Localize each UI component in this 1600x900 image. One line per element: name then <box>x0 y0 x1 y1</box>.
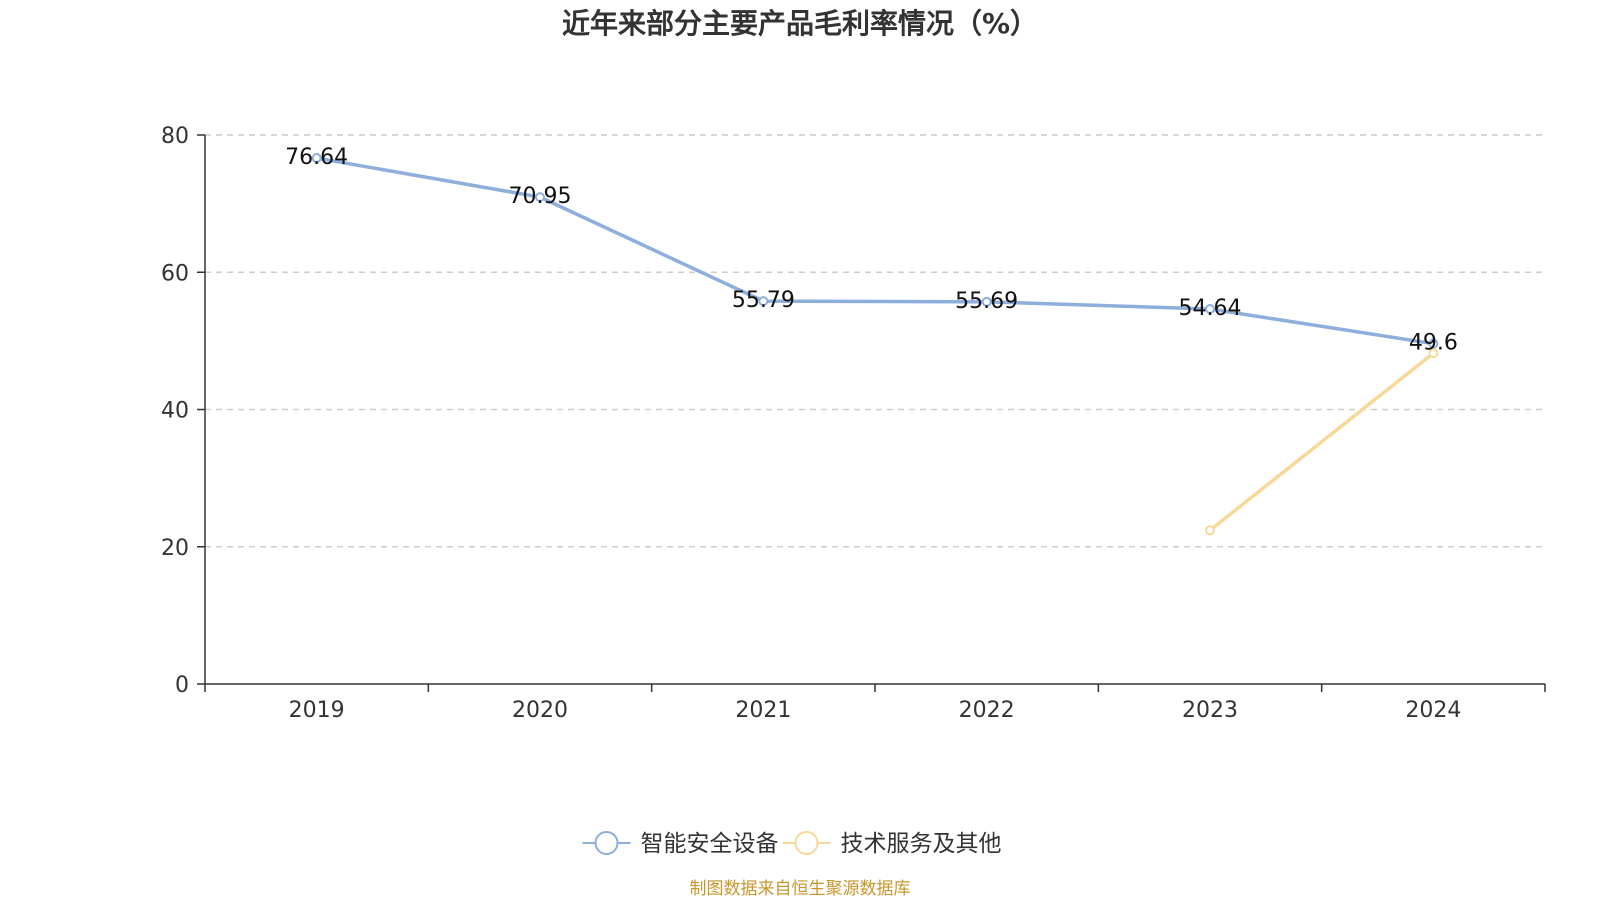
y-tick-label: 0 <box>175 673 189 698</box>
y-tick-label: 20 <box>161 536 189 561</box>
legend-label: 智能安全设备 <box>641 831 779 857</box>
data-label: 70.95 <box>509 184 572 209</box>
legend-marker <box>794 831 819 855</box>
data-label: 54.64 <box>1179 296 1242 321</box>
chart-title: 近年来部分主要产品毛利率情况（%） <box>562 7 1038 40</box>
data-point[interactable] <box>1428 338 1439 349</box>
data-point[interactable] <box>758 296 769 307</box>
series-line-1 <box>314 156 1436 346</box>
y-axis-ticks: 0 20 40 60 80 <box>161 124 205 698</box>
series-line-2 <box>1208 351 1436 533</box>
legend-item-1[interactable]: 智能安全设备 <box>582 831 779 857</box>
data-label: 55.69 <box>955 289 1018 314</box>
legend-label: 技术服务及其他 <box>841 831 1002 857</box>
y-tick-label: 80 <box>161 124 189 149</box>
legend-marker <box>594 831 619 855</box>
x-tick-label: 2024 <box>1405 698 1461 723</box>
data-point[interactable] <box>311 153 322 164</box>
x-tick-label: 2022 <box>959 698 1015 723</box>
legend-item-2[interactable]: 技术服务及其他 <box>782 831 1002 857</box>
data-point[interactable] <box>1428 348 1439 359</box>
data-point[interactable] <box>1205 525 1215 536</box>
x-tick-label: 2019 <box>289 698 345 723</box>
legend[interactable]: 智能安全设备 技术服务及其他 <box>582 831 1002 857</box>
x-axis-ticks: 2019 2020 2021 2022 2023 2024 <box>204 684 1546 723</box>
data-point[interactable] <box>535 192 545 203</box>
x-tick-label: 2021 <box>735 698 791 723</box>
y-tick-label: 60 <box>161 261 189 286</box>
source-note: 制图数据来自恒生聚源数据库 <box>690 879 911 899</box>
data-label: 49.6 <box>1409 331 1458 356</box>
y-tick-label: 40 <box>161 399 189 424</box>
x-tick-label: 2023 <box>1182 698 1238 723</box>
x-tick-label: 2020 <box>512 698 568 723</box>
data-label: 76.64 <box>285 145 348 170</box>
data-labels: 76.64 70.95 55.79 55.69 54.64 49.6 <box>285 145 1458 356</box>
series-group <box>311 153 1439 536</box>
data-label: 55.79 <box>732 288 795 313</box>
data-point[interactable] <box>981 296 992 307</box>
data-point[interactable] <box>1205 304 1215 315</box>
grid-lines <box>205 134 1545 548</box>
